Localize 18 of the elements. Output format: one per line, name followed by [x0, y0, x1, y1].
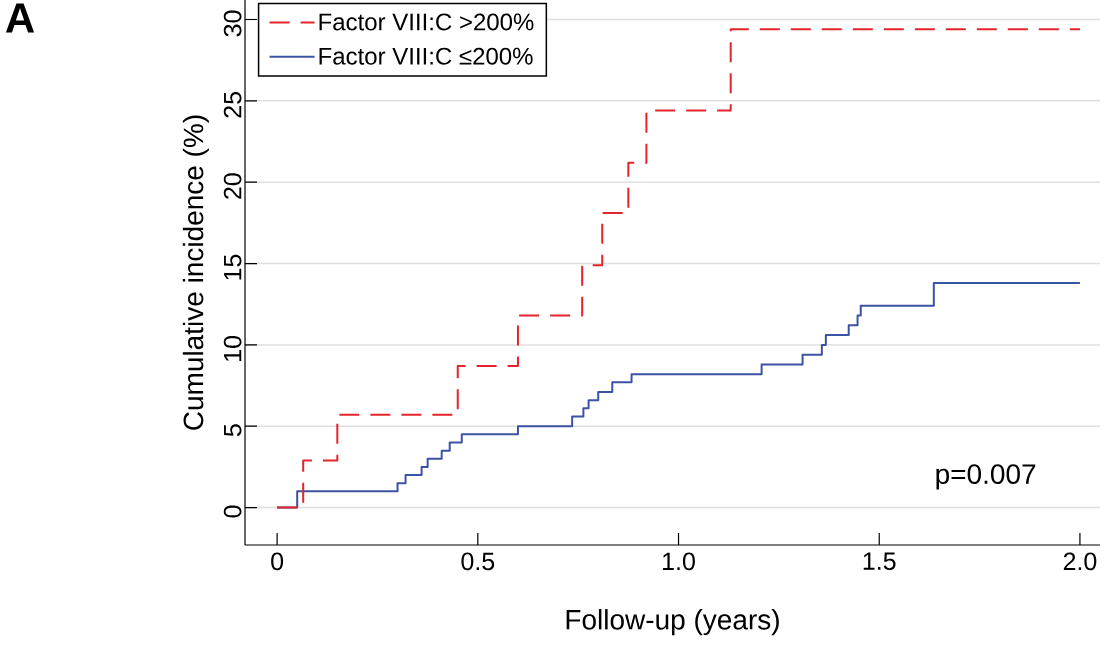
legend-label: Factor VIII:C ≤200% [319, 47, 533, 65]
x-axis-title: Follow-up (years) [566, 609, 779, 636]
y-tick-label: 25 [223, 92, 242, 118]
y-tick-label: 15 [224, 254, 242, 280]
y-tick-label: 30 [223, 10, 242, 37]
y-axis-title: Cumulative incidence (%) [182, 115, 209, 430]
annotation: p=0.007 [936, 464, 1036, 490]
legend-label: Factor VIII:C >200% [319, 13, 534, 31]
y-tick-label: 10 [223, 335, 242, 361]
y-tick-label: 0 [223, 505, 242, 518]
y-tick-label: 20 [223, 173, 242, 199]
y-tick-label: 5 [224, 424, 242, 437]
x-tick-label: 0 [271, 552, 284, 571]
text: A [5, 3, 35, 33]
x-tick-label: 1.0 [663, 552, 695, 571]
x-tick-label: 1.5 [863, 552, 896, 570]
x-tick-label: 2.0 [1063, 552, 1097, 571]
x-tick-label: 0.5 [461, 552, 495, 571]
